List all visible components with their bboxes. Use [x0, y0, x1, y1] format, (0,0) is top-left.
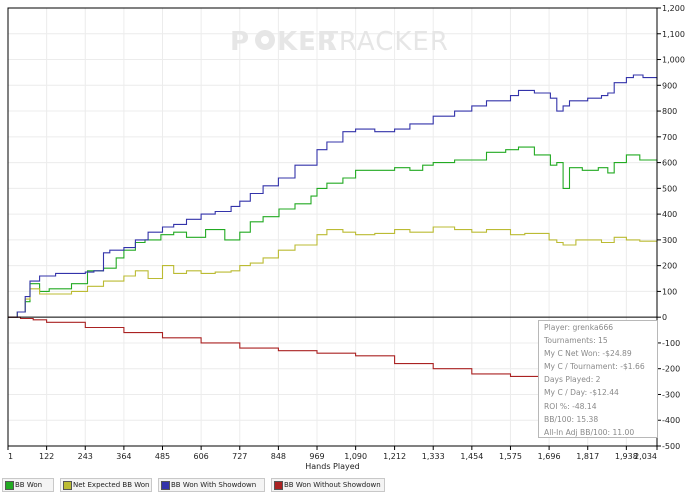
legend-item-net-expected[interactable]: Net Expected BB Won — [60, 478, 152, 492]
y-tick-label: 0 — [662, 313, 667, 322]
stat-tournaments: Tournaments: 15 — [544, 336, 608, 346]
y-tick-label: 1,100 — [662, 30, 685, 39]
x-axis-label: Hands Played — [305, 462, 359, 471]
stat-bb100: BB/100: 15.38 — [544, 414, 599, 424]
y-tick-label: -500 — [662, 442, 680, 451]
x-tick-label: 1,817 — [576, 452, 599, 461]
x-tick-label: 969 — [309, 452, 324, 461]
legend-swatch — [5, 481, 14, 490]
x-tick-label: 1,454 — [460, 452, 483, 461]
x-tick-label: 1 — [8, 452, 13, 461]
legend-label: BB Won — [15, 481, 43, 489]
stat-days-played: Days Played: 2 — [544, 375, 601, 385]
y-tick-label: 300 — [662, 236, 677, 245]
legend-swatch — [274, 481, 283, 490]
legend-item-bb-won[interactable]: BB Won — [2, 478, 54, 492]
y-tick-label: -300 — [662, 390, 680, 399]
series-line-bb-won-with-showdown — [8, 74, 658, 318]
y-tick-label: 900 — [662, 81, 677, 90]
stats-box: Player: grenka666 Tournaments: 15 My C N… — [538, 320, 658, 438]
x-tick-label: 1,090 — [344, 452, 367, 461]
x-tick-label: 1,938 — [615, 452, 638, 461]
y-tick-label: 1,200 — [662, 4, 685, 13]
stat-allin-bb100: All-In Adj BB/100: 11.00 — [544, 427, 635, 437]
legend-swatch — [161, 481, 170, 490]
y-tick-label: 600 — [662, 159, 677, 168]
watermark-logo-icon — [255, 30, 275, 50]
stat-per-day: My C / Day: -$12.44 — [544, 388, 619, 398]
x-tick-label: 848 — [271, 452, 286, 461]
x-tick-label: 1,575 — [499, 452, 522, 461]
y-tick-label: 500 — [662, 184, 677, 193]
series-line-net-expected-bb-won — [8, 226, 658, 318]
y-tick-label: 800 — [662, 107, 677, 116]
x-tick-label: 1,333 — [422, 452, 445, 461]
y-tick-label: -100 — [662, 339, 680, 348]
legend-label: BB Won With Showdown — [171, 481, 257, 489]
stat-per-tournament: My C / Tournament: -$1.66 — [544, 362, 645, 372]
y-tick-label: 700 — [662, 133, 677, 142]
watermark-part1: P — [230, 27, 250, 57]
y-tick-label: 400 — [662, 210, 677, 219]
x-tick-label: 243 — [78, 452, 93, 461]
stat-net-won: My C Net Won: -$24.89 — [544, 349, 632, 359]
x-tick-label: 1,696 — [538, 452, 561, 461]
legend-item-without-showdown[interactable]: BB Won Without Showdown — [271, 478, 385, 492]
watermark-part2: KER — [277, 27, 338, 57]
y-tick-label: -400 — [662, 416, 680, 425]
legend: BB Won Net Expected BB Won BB Won With S… — [0, 475, 700, 495]
y-tick-label: 1,000 — [662, 56, 685, 65]
legend-swatch — [63, 481, 72, 490]
axis-ticks: 1 122 243 364 485 606 727 848 969 1,090 1,212 1,333… — [7, 4, 685, 461]
x-tick-label: 1,212 — [383, 452, 406, 461]
stat-roi: ROI %: -48.14 — [544, 401, 597, 411]
legend-item-with-showdown[interactable]: BB Won With Showdown — [158, 478, 265, 492]
plot-frame — [7, 7, 658, 447]
x-tick-label: 122 — [39, 452, 54, 461]
y-tick-label: 200 — [662, 262, 677, 271]
legend-label: BB Won Without Showdown — [284, 481, 381, 489]
winnings-chart: P KER TRACKER 1 122 243 364 485 606 727 848 969 1… — [7, 4, 685, 471]
x-tick-label: 606 — [193, 452, 208, 461]
watermark-part3: TRACKER — [321, 27, 449, 57]
x-tick-label: 485 — [155, 452, 170, 461]
legend-label: Net Expected BB Won — [73, 481, 150, 489]
y-tick-label: -200 — [662, 365, 680, 374]
stat-player: Player: grenka666 — [544, 323, 614, 332]
x-tick-label: 364 — [116, 452, 131, 461]
x-tick-label: 2,034 — [634, 452, 657, 461]
y-tick-label: 100 — [662, 287, 677, 296]
x-tick-label: 727 — [232, 452, 247, 461]
